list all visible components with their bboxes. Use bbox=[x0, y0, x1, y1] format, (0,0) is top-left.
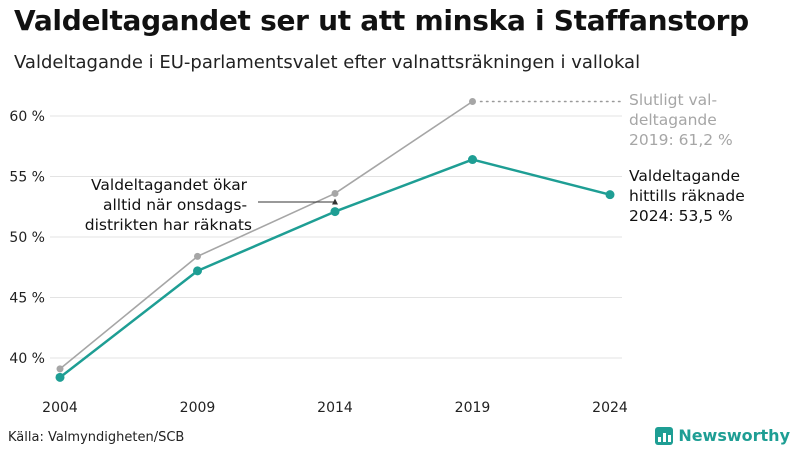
counted-label-line-3: 2024: 53,5 % bbox=[629, 207, 733, 225]
final-label-line-1: Slutligt val- bbox=[629, 91, 717, 109]
x-tick-label: 2004 bbox=[42, 400, 78, 416]
data-point-final bbox=[331, 189, 339, 197]
note-arrow-head bbox=[332, 198, 338, 205]
annotations: Slutligt val- deltagande 2019: 61,2 % Va… bbox=[85, 91, 750, 234]
series-lines bbox=[59, 100, 611, 379]
series-line-final bbox=[59, 100, 473, 370]
x-tick-label: 2009 bbox=[180, 400, 216, 416]
y-tick-label: 60 % bbox=[9, 109, 45, 125]
y-tick-label: 50 % bbox=[9, 230, 45, 246]
x-axis-ticks: 2004 2009 2014 2019 2024 bbox=[42, 400, 628, 416]
data-point-counted bbox=[468, 155, 477, 165]
final-label-line-3: 2019: 61,2 % bbox=[629, 131, 733, 149]
chart-subtitle: Valdeltagande i EU-parlamentsvalet efter… bbox=[14, 52, 641, 73]
chart-title: Valdeltagandet ser ut att minska i Staff… bbox=[14, 4, 749, 37]
x-tick-label: 2014 bbox=[317, 400, 353, 416]
y-tick-label: 45 % bbox=[9, 291, 45, 307]
y-axis-ticks: 40 % 45 % 50 % 55 % 60 % bbox=[9, 109, 45, 367]
note-label-line-2: alltid när onsdags- bbox=[103, 196, 247, 214]
note-label-line-1: Valdeltagandet ökar bbox=[91, 176, 248, 194]
x-tick-label: 2024 bbox=[592, 400, 628, 416]
bar-chart-icon bbox=[655, 426, 674, 445]
counted-label: Valdeltagande hittills räknade 2024: 53,… bbox=[629, 167, 750, 225]
data-point-counted bbox=[605, 190, 615, 200]
counted-label-line-1: Valdeltagande bbox=[629, 167, 740, 185]
counted-label-line-2: hittills räknade bbox=[629, 187, 745, 205]
data-point-final bbox=[56, 365, 64, 373]
data-point-counted bbox=[55, 372, 65, 382]
data-point-final bbox=[194, 252, 201, 260]
note-label-line-3: distrikten har räknats bbox=[85, 216, 252, 234]
x-tick-label: 2019 bbox=[455, 400, 491, 416]
y-tick-label: 55 % bbox=[9, 170, 45, 186]
note-label: Valdeltagandet ökar alltid när onsdags- … bbox=[85, 176, 252, 234]
series-points bbox=[55, 97, 615, 382]
y-tick-label: 40 % bbox=[9, 351, 45, 367]
source-note: Källa: Valmyndigheten/SCB bbox=[8, 430, 185, 445]
gridlines bbox=[50, 115, 622, 359]
final-label: Slutligt val- deltagande 2019: 61,2 % bbox=[629, 91, 733, 149]
brand-logo: Newsworthy bbox=[655, 426, 790, 445]
brand-name: Newsworthy bbox=[678, 426, 790, 445]
data-point-final bbox=[469, 97, 476, 105]
final-label-line-2: deltagande bbox=[629, 111, 717, 129]
data-point-counted bbox=[330, 207, 340, 217]
data-point-counted bbox=[193, 266, 202, 276]
